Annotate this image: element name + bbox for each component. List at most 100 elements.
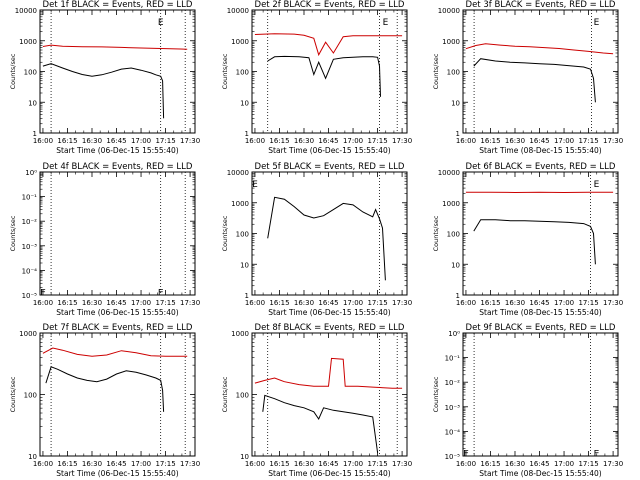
y-axis-label: Counts/sec [9, 53, 17, 89]
x-tick-label: 16:00 [456, 137, 476, 145]
x-axis-label: Start Time (08-Dec-15 15:55:40) [479, 469, 601, 478]
y-tick-label: 10⁻³ [22, 243, 38, 251]
series-events-line [262, 394, 379, 453]
y-tick-label: 10 [451, 99, 460, 107]
x-tick-label: 16:45 [106, 460, 126, 468]
panel-det-2: Det 2f BLACK = Events, RED = LLD 1 10 100 10… [221, 0, 412, 155]
series-lld-line [254, 33, 403, 57]
y-tick-label: 1 [456, 130, 460, 138]
y-tick-label: 10000 [438, 169, 460, 177]
x-tick-label: 17:00 [131, 299, 151, 307]
x-tick-label: 16:15 [269, 299, 289, 307]
x-tick-label: 16:45 [318, 137, 338, 145]
x-tick-label: 17:30 [603, 299, 623, 307]
x-tick-label: 17:00 [554, 460, 574, 468]
x-tick-label: 17:15 [578, 299, 598, 307]
y-tick-label: 10⁻⁵ [22, 292, 38, 300]
x-tick-label: 16:00 [33, 460, 53, 468]
series-events-line [267, 55, 381, 97]
y-axis-label: Counts/sec [9, 215, 17, 251]
series-events-line [42, 63, 165, 119]
x-tick-label: 17:00 [131, 137, 151, 145]
x-tick-label: 16:15 [269, 137, 289, 145]
y-axis-label: Counts/sec [221, 53, 229, 89]
y-tick-label: 10⁻² [22, 218, 38, 226]
y-tick-label: 100 [236, 392, 249, 400]
y-tick-label: 10000 [438, 7, 460, 15]
panel-title: Det 7f BLACK = Events, RED = LLD [43, 323, 193, 333]
x-axis-label: Start Time (06-Dec-15 15:55:40) [56, 469, 178, 478]
y-tick-label: 1000 [231, 38, 249, 46]
panel-det-1: Det 1f BLACK = Events, RED = LLD 1 10 100 10… [9, 0, 200, 155]
plot-frame [39, 9, 196, 134]
series-events-line [473, 219, 596, 265]
y-tick-label: 1 [33, 130, 37, 138]
x-tick-label: 16:00 [245, 137, 265, 145]
y-tick-label: 10000 [15, 7, 37, 15]
x-tick-label: 17:30 [392, 460, 412, 468]
error-marker: E [594, 450, 600, 460]
series-lld-line [42, 44, 188, 50]
series-events-line [45, 366, 165, 412]
x-tick-label: 16:30 [82, 137, 102, 145]
x-tick-label: 16:30 [505, 460, 525, 468]
x-tick-label: 17:15 [367, 460, 387, 468]
y-tick-label: 100 [447, 231, 460, 239]
plot-frame [462, 171, 619, 296]
y-tick-label: 1 [456, 292, 460, 300]
x-tick-label: 17:00 [131, 460, 151, 468]
x-tick-label: 16:30 [82, 460, 102, 468]
x-tick-label: 17:00 [554, 137, 574, 145]
x-axis-label: Start Time (06-Dec-15 15:55:40) [56, 146, 178, 155]
x-tick-label: 17:15 [367, 137, 387, 145]
panel-det-9: Det 9f BLACK = Events, RED = LLD 10⁻⁵ 10⁻⁴… [432, 323, 623, 478]
x-tick-label: 16:00 [245, 460, 265, 468]
plot-frame [462, 332, 619, 457]
x-tick-label: 16:15 [480, 460, 500, 468]
x-tick-label: 17:30 [392, 137, 412, 145]
x-axis-label: Start Time (06-Dec-15 15:55:40) [56, 308, 178, 317]
x-tick-label: 16:45 [529, 137, 549, 145]
y-tick-label: 10000 [227, 169, 249, 177]
x-tick-label: 16:00 [33, 299, 53, 307]
panel-det-3: Det 3f BLACK = Events, RED = LLD 1 10 100 10… [432, 0, 623, 155]
x-tick-label: 16:15 [269, 460, 289, 468]
error-marker: E [594, 180, 600, 190]
plot-frame [39, 171, 196, 296]
y-tick-label: 10 [28, 99, 37, 107]
y-tick-label: 10 [240, 261, 249, 269]
x-tick-label: 17:15 [578, 460, 598, 468]
x-tick-label: 17:15 [578, 137, 598, 145]
x-tick-label: 16:30 [505, 299, 525, 307]
y-tick-label: 10⁰ [448, 330, 460, 338]
y-tick-label: 1000 [231, 330, 249, 338]
panel-title: Det 1f BLACK = Events, RED = LLD [43, 0, 193, 10]
x-tick-label: 17:15 [367, 299, 387, 307]
y-tick-label: 1000 [442, 38, 460, 46]
x-tick-label: 17:00 [343, 460, 363, 468]
x-tick-label: 16:15 [57, 137, 77, 145]
x-axis-label: Start Time (06-Dec-15 15:55:40) [268, 469, 390, 478]
y-tick-label: 10 [240, 99, 249, 107]
x-tick-label: 17:30 [392, 299, 412, 307]
x-tick-label: 17:15 [155, 460, 175, 468]
y-tick-label: 1000 [19, 38, 37, 46]
series-events-line [473, 58, 596, 103]
x-tick-label: 17:30 [180, 137, 200, 145]
y-axis-label: Counts/sec [221, 376, 229, 412]
x-tick-label: 17:00 [554, 299, 574, 307]
x-tick-label: 16:15 [57, 460, 77, 468]
x-tick-label: 16:45 [529, 460, 549, 468]
panel-det-7: Det 7f BLACK = Events, RED = LLD 10 100 100… [9, 323, 200, 478]
x-tick-label: 16:45 [318, 299, 338, 307]
x-axis-label: Start Time (08-Dec-15 15:55:40) [479, 146, 601, 155]
error-marker: E [252, 180, 258, 190]
panel-title: Det 9f BLACK = Events, RED = LLD [466, 323, 616, 333]
y-tick-label: 100 [24, 69, 37, 77]
y-tick-label: 1 [245, 292, 249, 300]
y-tick-label: 10⁻¹ [22, 194, 38, 202]
x-tick-label: 17:00 [343, 299, 363, 307]
x-axis-label: Start Time (08-Dec-15 15:55:40) [479, 308, 601, 317]
plot-frame [462, 9, 619, 134]
y-tick-label: 100 [236, 69, 249, 77]
